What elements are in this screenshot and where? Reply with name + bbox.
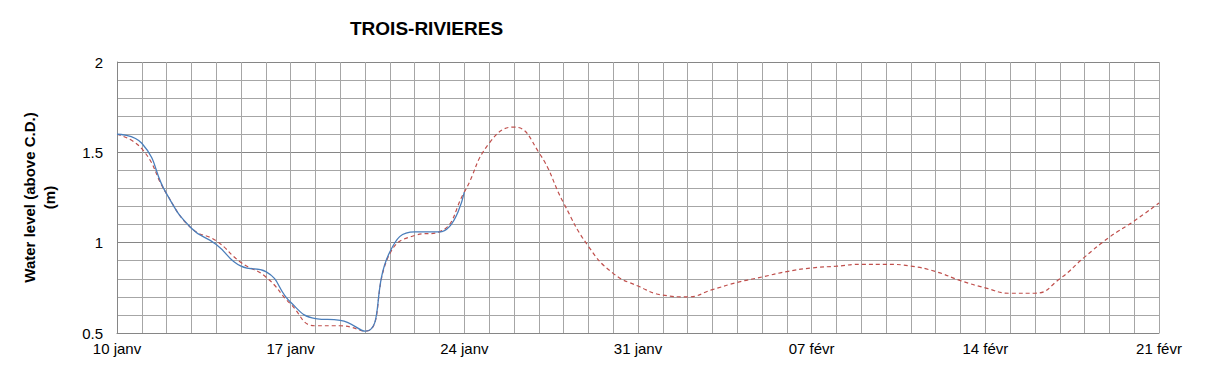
- svg-text:(m): (m): [41, 186, 58, 209]
- svg-text:24 janv: 24 janv: [440, 340, 489, 357]
- svg-text:07 févr: 07 févr: [789, 340, 835, 357]
- svg-text:Water level (above C.D.): Water level (above C.D.): [21, 112, 38, 282]
- svg-text:14 févr: 14 févr: [962, 340, 1008, 357]
- svg-text:TROIS-RIVIERES: TROIS-RIVIERES: [350, 18, 503, 39]
- svg-text:1: 1: [95, 234, 103, 251]
- svg-text:21 févr: 21 févr: [1136, 340, 1182, 357]
- svg-text:0.5: 0.5: [82, 325, 103, 342]
- svg-text:10 janv: 10 janv: [93, 340, 142, 357]
- svg-text:1.5: 1.5: [82, 144, 103, 161]
- svg-text:31 janv: 31 janv: [614, 340, 663, 357]
- svg-text:2: 2: [95, 54, 103, 71]
- svg-text:17 janv: 17 janv: [266, 340, 315, 357]
